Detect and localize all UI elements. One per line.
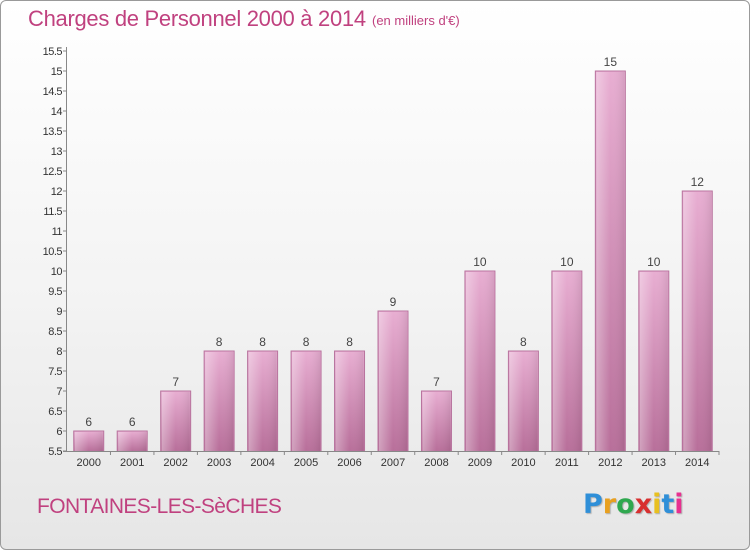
bar-highlight — [379, 312, 407, 451]
y-tick-label: 10.5 — [43, 246, 63, 258]
x-tick-label: 2010 — [511, 457, 535, 469]
chart-subtitle: (en milliers d'€) — [372, 13, 460, 28]
y-tick-label: 14 — [51, 106, 63, 118]
data-label: 6 — [85, 415, 92, 429]
data-label: 6 — [129, 415, 136, 429]
x-tick-label: 2006 — [337, 457, 361, 469]
y-tick-label: 11 — [52, 226, 63, 238]
x-tick-label: 2014 — [685, 457, 709, 469]
data-label: 7 — [172, 375, 179, 389]
bar-highlight — [465, 272, 494, 451]
bar-highlight — [509, 352, 538, 451]
logo-letter: i — [652, 489, 662, 520]
y-tick-label: 9 — [56, 306, 62, 318]
bar-highlight — [74, 432, 103, 451]
bar-highlight — [596, 72, 625, 451]
data-label: 10 — [560, 255, 574, 269]
x-tick-label: 2008 — [424, 457, 448, 469]
data-label: 8 — [303, 335, 310, 349]
y-tick-label: 8 — [56, 346, 62, 358]
bar-highlight — [118, 432, 147, 451]
x-tick-label: 2002 — [163, 457, 187, 469]
data-label: 15 — [604, 55, 618, 69]
x-tick-label: 2004 — [250, 457, 274, 469]
y-tick-label: 9.5 — [48, 286, 62, 298]
data-label: 8 — [520, 335, 527, 349]
bar-highlight — [292, 352, 321, 451]
logo-letter: P — [583, 489, 603, 520]
bar-highlight — [422, 392, 451, 451]
bar-highlight — [248, 352, 277, 451]
y-tick-label: 7.5 — [48, 366, 62, 378]
y-tick-label: 10 — [51, 266, 63, 278]
x-tick-label: 2009 — [468, 457, 492, 469]
y-tick-label: 14.5 — [43, 86, 63, 98]
logo-letter: x — [634, 489, 653, 520]
logo-letter: t — [661, 489, 675, 520]
x-tick-label: 2005 — [294, 457, 318, 469]
x-tick-label: 2000 — [76, 457, 100, 469]
bar-highlight — [552, 272, 581, 451]
bar-highlight — [639, 272, 668, 451]
x-tick-label: 2001 — [120, 457, 144, 469]
y-tick-label: 5.5 — [48, 446, 62, 458]
data-label: 8 — [216, 335, 223, 349]
y-tick-label: 7 — [56, 386, 62, 398]
y-tick-label: 6.5 — [48, 406, 62, 418]
x-tick-label: 2007 — [381, 457, 405, 469]
place-name: FONTAINES-LES-SèCHES — [37, 495, 282, 518]
x-tick-label: 2003 — [207, 457, 231, 469]
data-label: 8 — [346, 335, 353, 349]
bar-highlight — [205, 352, 234, 451]
logo-letter: i — [674, 489, 684, 520]
chart-title: Charges de Personnel 2000 à 2014 — [28, 6, 366, 31]
bar-highlight — [683, 192, 712, 451]
x-tick-label: 2011 — [555, 457, 579, 469]
proxiti-logo: Proxiti — [583, 489, 684, 520]
y-tick-label: 13 — [51, 146, 63, 158]
bar-highlight — [335, 352, 364, 451]
y-tick-label: 6 — [56, 426, 62, 438]
data-label: 7 — [433, 375, 440, 389]
data-label: 10 — [473, 255, 487, 269]
logo-letter: r — [602, 489, 617, 520]
x-tick-label: 2013 — [642, 457, 666, 469]
y-tick-label: 15.5 — [43, 46, 63, 58]
y-tick-label: 12.5 — [43, 166, 63, 178]
data-label: 12 — [691, 175, 705, 189]
data-label: 9 — [390, 295, 397, 309]
x-tick-label: 2012 — [598, 457, 622, 469]
y-tick-label: 8.5 — [48, 326, 62, 338]
y-tick-label: 11.5 — [43, 206, 62, 218]
y-tick-label: 15 — [51, 66, 63, 78]
data-label: 10 — [647, 255, 661, 269]
y-tick-label: 12 — [51, 186, 63, 198]
y-tick-label: 13.5 — [43, 126, 63, 138]
data-label: 8 — [259, 335, 266, 349]
logo-letter: o — [616, 489, 635, 520]
bar-highlight — [161, 392, 190, 451]
